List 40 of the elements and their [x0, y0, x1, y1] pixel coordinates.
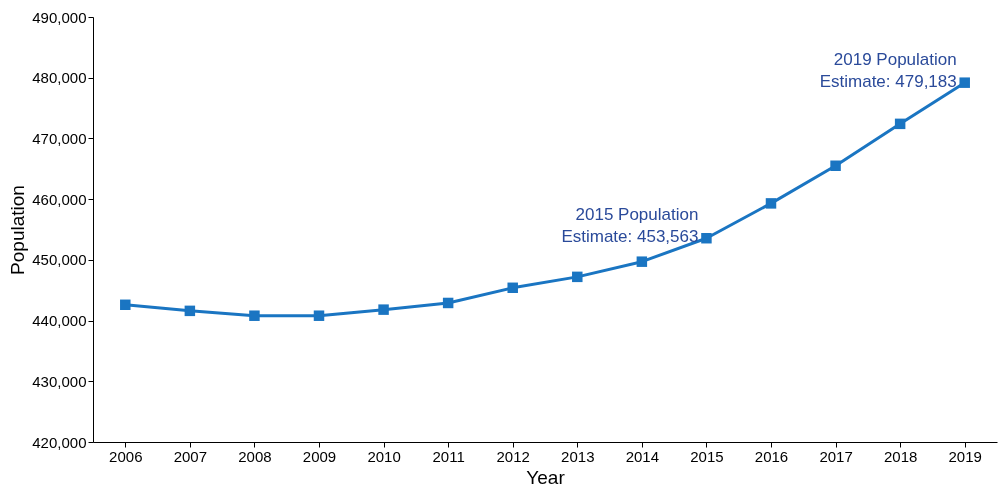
- y-tick-label: 460,000: [32, 190, 87, 208]
- x-tick-label: 2006: [109, 447, 143, 465]
- x-tick-label: 2016: [754, 447, 789, 465]
- annotation: 2015 Population Estimate: 453,563: [561, 205, 699, 247]
- y-tick-label: 440,000: [32, 312, 87, 330]
- y-tick-label: 480,000: [32, 69, 87, 87]
- point: [507, 282, 518, 294]
- point: [442, 297, 454, 309]
- point: [765, 198, 777, 209]
- x-tick-label: 2014: [625, 447, 660, 465]
- y-tick-label: 450,000: [32, 251, 87, 269]
- x-tick-label: 2017: [819, 447, 853, 465]
- point: [120, 299, 131, 311]
- annotation: 2019 Population Estimate: 479,183: [819, 49, 957, 91]
- x-tick-label: 2012: [496, 447, 530, 465]
- x-tick-label: 2018: [883, 447, 918, 465]
- x-tick-label: 2013: [561, 447, 595, 465]
- point: [894, 118, 906, 130]
- x-tick-label: 2019: [948, 447, 982, 465]
- y-tick-label: 430,000: [32, 372, 87, 390]
- y-axis-title: Population: [7, 185, 29, 275]
- x-tick-label: 2010: [367, 447, 401, 465]
- y-tick-label: 470,000: [32, 129, 87, 147]
- point: [959, 77, 970, 88]
- point: [378, 304, 389, 315]
- x-tick-label: 2011: [432, 447, 465, 465]
- point: [249, 310, 260, 321]
- x-tick-label: 2015: [690, 447, 724, 465]
- x-tick-label: 2009: [302, 447, 337, 465]
- x-tick-label: 2008: [238, 447, 272, 465]
- point: [701, 232, 712, 244]
- point: [636, 256, 648, 267]
- point: [830, 160, 841, 171]
- point: [572, 271, 583, 283]
- x-axis-title: Year: [526, 466, 566, 488]
- y-tick-label: 490,000: [32, 8, 87, 26]
- point: [313, 310, 325, 321]
- y-tick-label: 420,000: [32, 433, 87, 451]
- x-tick-label: 2007: [173, 447, 208, 465]
- point: [184, 305, 196, 317]
